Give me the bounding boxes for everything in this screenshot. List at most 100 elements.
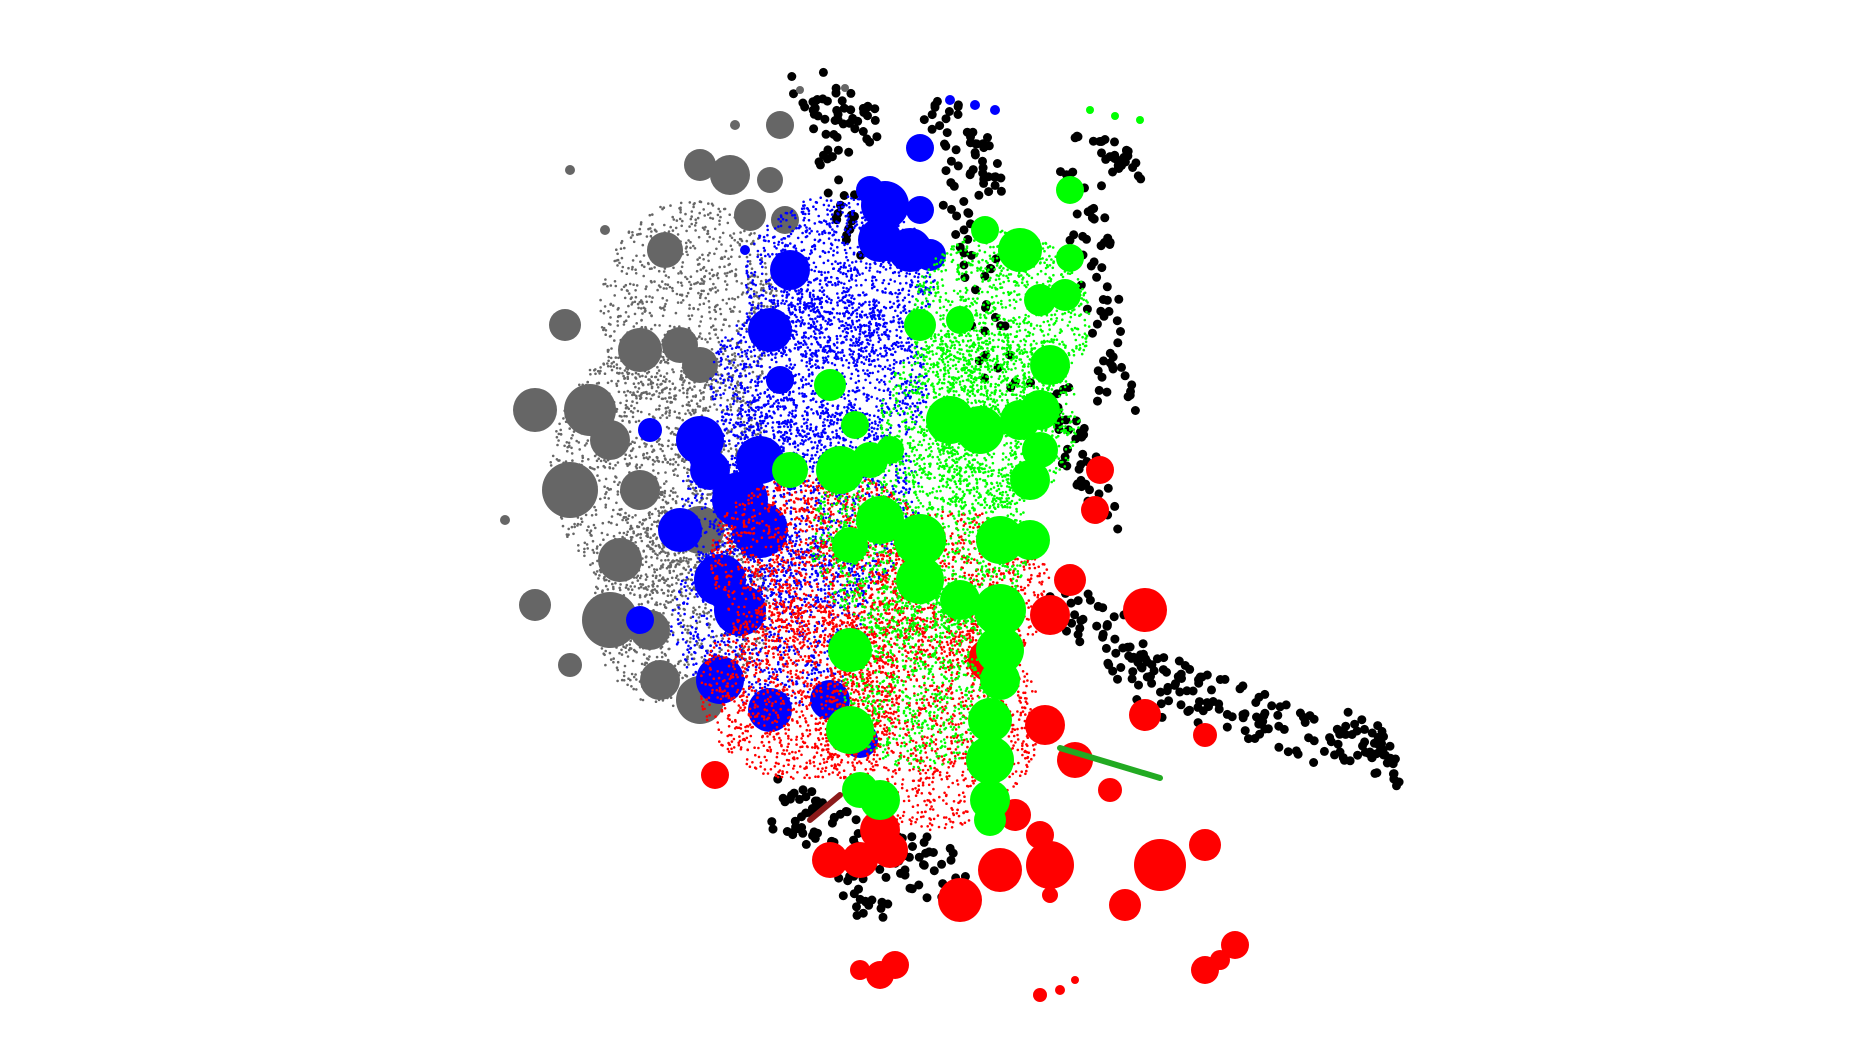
gray-shell-point	[633, 585, 637, 588]
gray-shell-point	[575, 439, 578, 443]
gray-shell-point	[709, 288, 712, 292]
gray-shell-point	[599, 366, 602, 369]
gray-shell-point	[631, 411, 635, 414]
gray-shell-point	[672, 469, 675, 473]
black-point	[1092, 319, 1102, 329]
gray-shell-point	[624, 311, 628, 314]
blue-shell-point	[777, 243, 780, 246]
gray-shell-point	[664, 406, 668, 410]
gray-shell-point	[629, 591, 632, 595]
blue-shell-point	[758, 234, 761, 238]
gray-shell-point	[644, 578, 648, 581]
gray-shell-point	[603, 579, 606, 582]
blue-shell-point	[864, 278, 867, 282]
black-point	[1072, 209, 1082, 219]
gray-shell-point	[673, 595, 677, 599]
blue-shell-point	[779, 220, 783, 223]
gray-shell-point	[694, 221, 698, 225]
black-point	[937, 859, 947, 869]
gray-shell-point	[724, 318, 727, 322]
gray-shell-point	[615, 523, 619, 526]
gray-shell-point	[760, 370, 764, 373]
gray-shell-point	[657, 395, 661, 399]
gray-shell-point	[624, 516, 628, 519]
gray-shell-point	[695, 613, 699, 616]
blue-shell-point	[846, 231, 850, 234]
gray-shell-point	[616, 483, 620, 487]
gray-shell-point	[566, 449, 569, 453]
gray-shell-point	[717, 373, 720, 377]
blue-shell-point	[801, 414, 804, 418]
blue-shell-point	[843, 282, 846, 286]
gray-shell-point	[659, 383, 662, 386]
gray-shell-point	[616, 679, 619, 683]
gray-shell-point	[624, 283, 628, 287]
blue-shell-point	[822, 289, 826, 292]
blue-shell-point	[768, 255, 771, 258]
gray-shell-point	[713, 328, 716, 332]
blue-shell-point	[874, 278, 878, 282]
gray-shell-point	[642, 527, 646, 530]
black-point	[1358, 741, 1367, 751]
black-point	[1376, 745, 1385, 755]
blue-shell-point	[807, 218, 811, 222]
gray-shell-point	[757, 302, 760, 305]
blue-shell-point	[852, 252, 856, 256]
blue-shell-point	[818, 282, 822, 286]
gray-shell-point	[620, 269, 624, 273]
blue-shell-point	[901, 299, 905, 302]
blue-shell-point	[899, 282, 902, 285]
black-point	[1185, 664, 1195, 674]
gray-shell-point	[703, 275, 707, 278]
black-point	[1275, 702, 1285, 712]
black-point	[1319, 746, 1329, 756]
gray-shell-point	[633, 593, 636, 596]
gray-shell-point	[622, 323, 626, 326]
gray-shell-point	[716, 336, 720, 340]
gray-sphere	[682, 347, 718, 383]
gray-shell-point	[613, 280, 617, 283]
gray-shell-point	[584, 513, 588, 517]
black-point	[1113, 524, 1123, 534]
gray-shell-point	[624, 651, 628, 654]
gray-shell-point	[635, 396, 638, 400]
blue-shell-point	[744, 283, 748, 287]
black-point	[1099, 356, 1108, 366]
gray-shell-point	[689, 413, 693, 416]
black-point	[813, 111, 823, 121]
gray-shell-point	[638, 375, 642, 378]
gray-shell-point	[557, 439, 560, 442]
black-point	[1293, 749, 1303, 759]
gray-shell-point	[735, 389, 738, 393]
gray-shell-point	[689, 578, 693, 581]
blue-shell-point	[814, 207, 818, 211]
gray-shell-point	[719, 396, 723, 400]
black-point	[1255, 729, 1265, 739]
gray-shell-point	[636, 579, 640, 582]
gray-shell-point	[690, 215, 693, 218]
gray-shell-point	[666, 460, 670, 464]
gray-shell-point	[693, 488, 696, 492]
gray-shell-point	[698, 211, 701, 215]
gray-shell-point	[728, 442, 731, 446]
black-point	[808, 97, 818, 107]
blue-shell-point	[864, 300, 867, 304]
gray-shell-point	[657, 269, 661, 273]
gray-shell-point	[629, 410, 633, 413]
gray-shell-point	[616, 490, 620, 493]
gray-shell-point	[734, 268, 738, 271]
gray-shell-point	[664, 283, 667, 286]
black-point	[1066, 598, 1076, 608]
gray-shell-point	[641, 522, 644, 525]
blue-shell-point	[826, 213, 829, 216]
black-point	[831, 83, 841, 93]
gray-shell-point	[619, 583, 622, 586]
blue-shell-point	[762, 239, 766, 242]
gray-shell-point	[604, 649, 607, 653]
black-point	[1078, 449, 1088, 459]
gray-shell-point	[732, 358, 735, 361]
gray-shell-point	[632, 240, 636, 244]
blue-shell-point	[751, 279, 755, 282]
gray-shell-point	[687, 239, 690, 242]
